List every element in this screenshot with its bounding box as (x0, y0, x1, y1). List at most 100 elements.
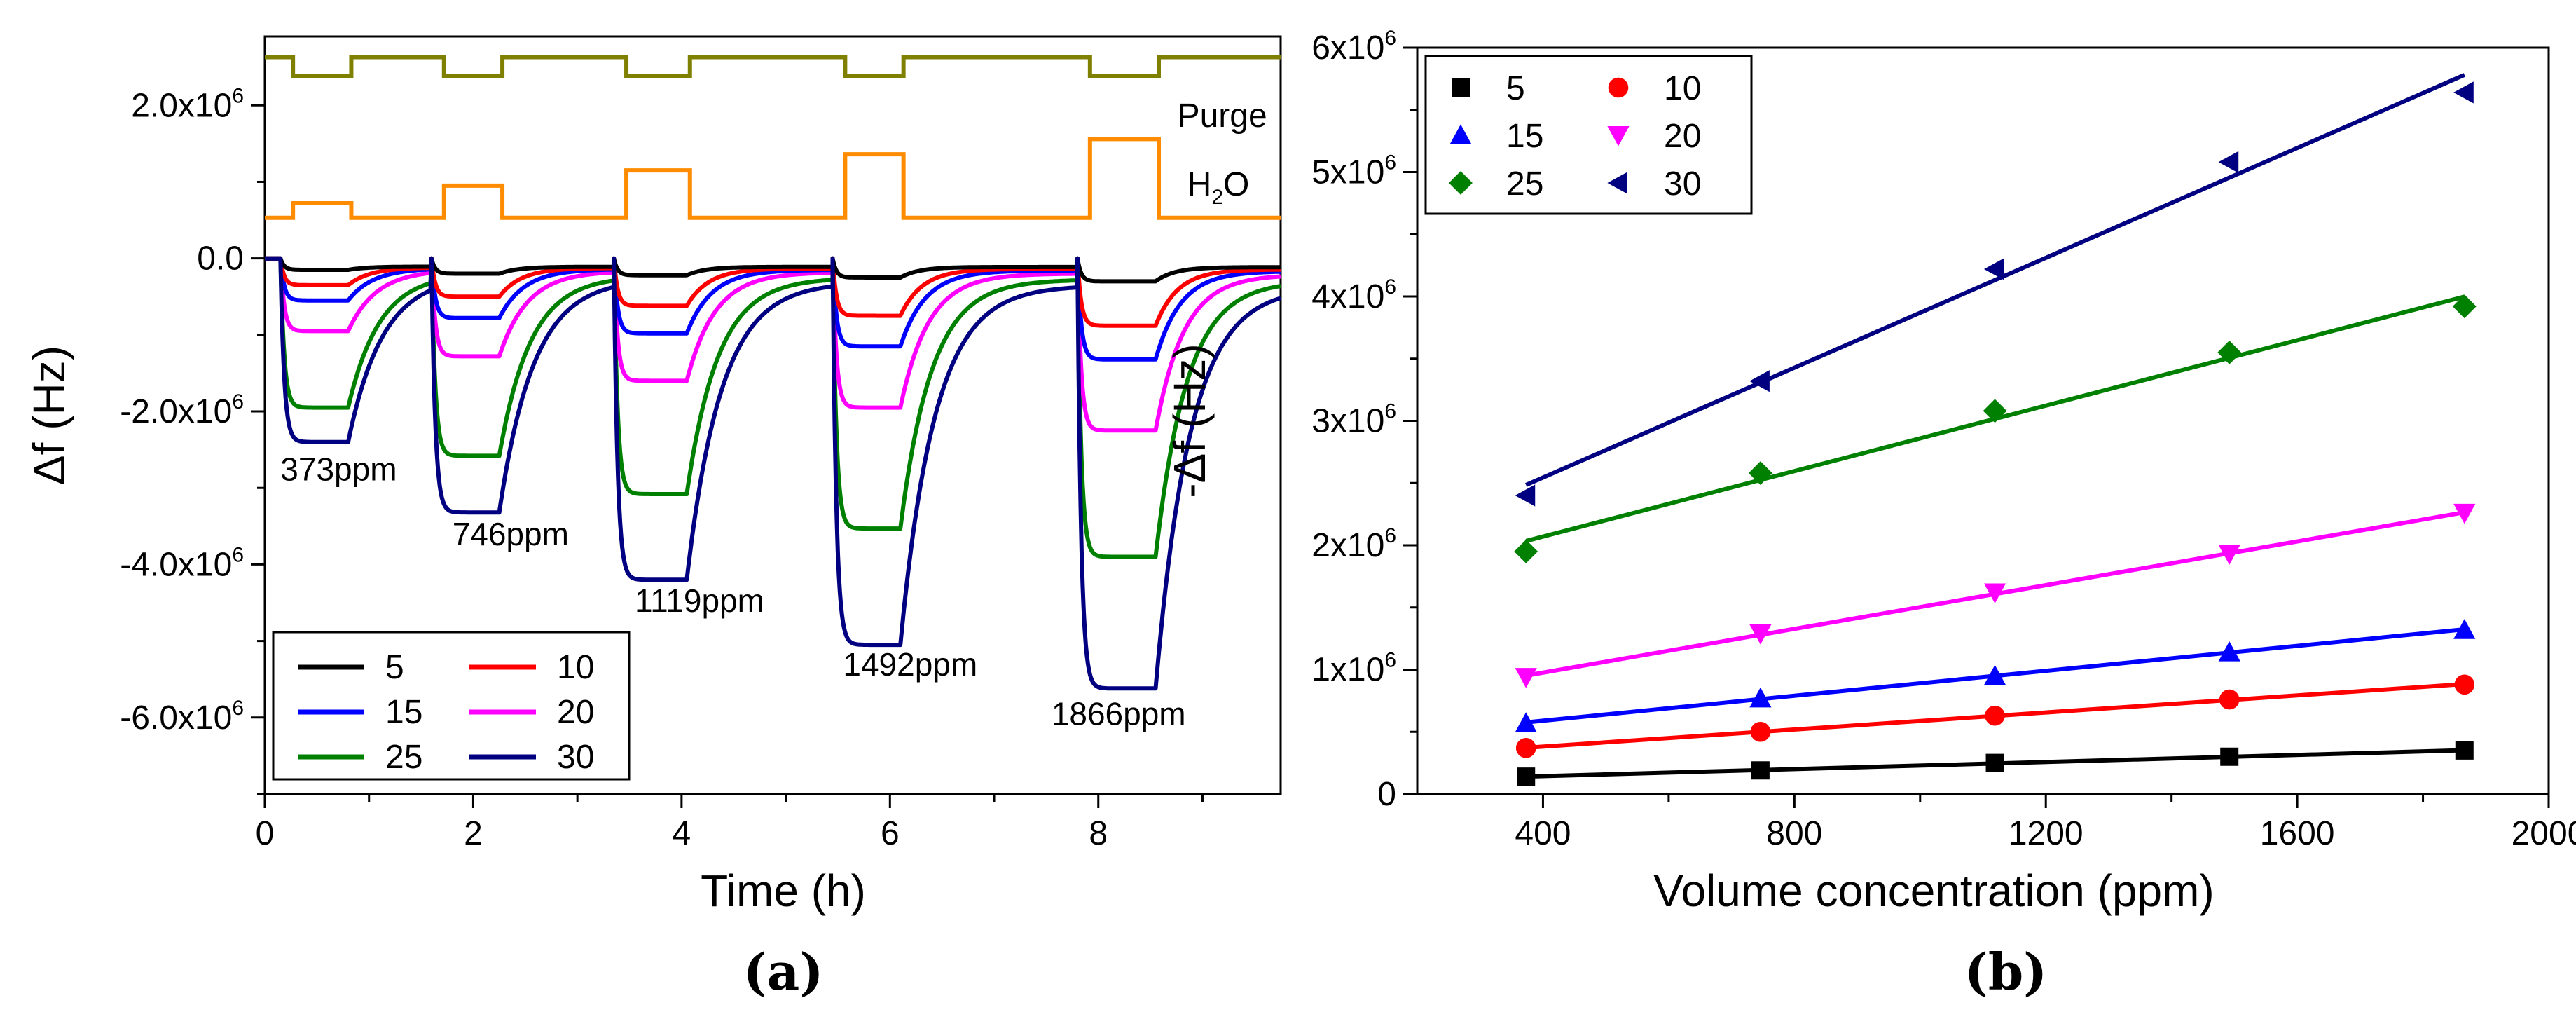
x-tick-label: 0 (256, 815, 275, 852)
y-tick-label: 1x106 (1311, 649, 1396, 689)
y-tick-label-exponent: 6 (1384, 27, 1396, 50)
data-point-30 (1749, 370, 1770, 392)
y-tick-label-mantissa: 4x10 (1311, 278, 1384, 315)
series-5-line (265, 256, 1282, 284)
data-point-30 (1515, 484, 1536, 507)
y-tick-label-exponent: 6 (232, 543, 244, 566)
data-point-30 (1983, 258, 2004, 280)
fit-line-30 (1525, 73, 2465, 487)
x-tick-label: 400 (1515, 815, 1571, 852)
data-point-20 (2453, 503, 2476, 524)
y-tick-label: 6x106 (1311, 27, 1396, 67)
data-point-5 (2220, 747, 2239, 766)
h2o-label-sub: 2 (1211, 186, 1223, 209)
y-tick-label-exponent: 6 (1384, 151, 1396, 175)
y-tick-label-exponent: 6 (1384, 524, 1396, 547)
x-tick-label: 1200 (2009, 815, 2083, 852)
x-tick-label: 8 (1089, 815, 1108, 852)
data-point-15 (1515, 712, 1537, 732)
legend-label-10: 10 (1664, 70, 1701, 107)
legend-marker-5 (1452, 78, 1470, 97)
plot-frame (263, 35, 1282, 795)
y-tick-label-exponent: 6 (232, 697, 244, 720)
data-point-25 (1514, 539, 1538, 563)
panel-label-b: (b) (1964, 942, 2047, 1001)
data-point-20 (2218, 545, 2240, 566)
data-point-15 (2453, 619, 2476, 639)
y-tick-label-mantissa: -2.0x10 (120, 393, 232, 430)
legend-label-20: 20 (557, 694, 594, 731)
y-tick-label: 3x106 (1311, 400, 1396, 440)
data-point-25 (1983, 399, 2007, 423)
y-tick-label: 5x106 (1311, 151, 1396, 191)
ppm-annotation: 746ppm (453, 516, 569, 552)
y-tick-label: 0 (1377, 776, 1396, 813)
y-tick-label-mantissa: 6x10 (1311, 29, 1384, 67)
legend-label-30: 30 (1664, 165, 1701, 203)
legend-label-25: 25 (385, 739, 422, 776)
legend-marker-15 (1449, 124, 1472, 144)
panel-a-chart: 0 2 4 6 82.0x1060.0-2.0x106-4.0x106-6.0x106T… (24, 35, 1282, 1001)
data-point-20 (1749, 624, 1772, 645)
y-tick-label: 2.0x106 (131, 84, 244, 124)
series-25-line (265, 256, 1282, 559)
data-point-25 (1748, 461, 1772, 485)
ppm-annotation: 373ppm (280, 451, 397, 487)
y-tick-label-mantissa: 2x10 (1311, 527, 1384, 564)
data-point-5 (1517, 767, 1536, 786)
y-tick-label-exponent: 6 (1384, 275, 1396, 299)
series-30-line (265, 256, 1282, 691)
data-point-30 (2218, 151, 2239, 173)
y-tick-label-mantissa: 0 (1377, 776, 1396, 813)
y-tick-label-mantissa: -4.0x10 (120, 546, 232, 583)
h2o-label-o: O (1223, 166, 1249, 203)
y-tick-label-exponent: 6 (1384, 400, 1396, 423)
legend-marker-20 (1607, 126, 1630, 146)
y-tick-label-exponent: 6 (232, 390, 244, 413)
data-point-25 (2217, 340, 2242, 364)
y-tick-label: -4.0x106 (120, 543, 244, 583)
data-point-30 (2453, 81, 2474, 104)
legend-label-25: 25 (1506, 165, 1543, 203)
y-axis-title: Δf (Hz) (24, 346, 74, 485)
y-tick-label-exponent: 6 (232, 84, 244, 107)
y-tick-label: 0.0 (197, 240, 244, 278)
y-tick-label: 4x106 (1311, 275, 1396, 315)
y-tick-label: 2x106 (1311, 524, 1396, 564)
y-tick-label-mantissa: 0.0 (197, 240, 244, 278)
h2o-line (265, 137, 1281, 220)
x-tick-label: 6 (881, 815, 900, 852)
legend-marker-10 (1608, 77, 1629, 98)
data-point-20 (1515, 668, 1537, 688)
data-point-10 (1515, 738, 1536, 758)
data-point-15 (1749, 687, 1772, 708)
ppm-annotation: 1866ppm (1052, 696, 1186, 732)
series-20-line (265, 256, 1282, 433)
legend-label-5: 5 (1506, 70, 1525, 107)
y-tick-label: -2.0x106 (120, 390, 244, 430)
data-point-10 (2454, 674, 2475, 695)
legend-label-10: 10 (557, 649, 594, 686)
data-point-10 (2219, 689, 2240, 710)
x-tick-label: 2 (464, 815, 483, 852)
y-tick-label-mantissa: -6.0x10 (120, 699, 232, 737)
data-point-10 (1750, 721, 1771, 742)
legend-box (1424, 55, 1753, 215)
y-tick-label-mantissa: 5x10 (1311, 154, 1384, 191)
data-point-5 (2455, 741, 2474, 760)
panel-b-chart: 40080012001600200001x1062x1063x1064x1065… (1164, 27, 2576, 1001)
legend-label-15: 15 (385, 694, 422, 731)
legend-label-20: 20 (1664, 118, 1701, 155)
data-point-15 (2218, 641, 2240, 662)
purge-label: Purge (1178, 97, 1267, 135)
y-tick-label-mantissa: 1x10 (1311, 652, 1384, 689)
h2o-label: H2O (1187, 166, 1250, 209)
legend-marker-30 (1607, 172, 1627, 194)
h2o-label-h: H (1187, 166, 1212, 203)
data-point-20 (1983, 583, 2006, 604)
data-point-15 (1983, 664, 2006, 685)
data-point-5 (1985, 753, 2004, 772)
purge-line (265, 55, 1281, 78)
legend-marker-25 (1449, 171, 1473, 195)
